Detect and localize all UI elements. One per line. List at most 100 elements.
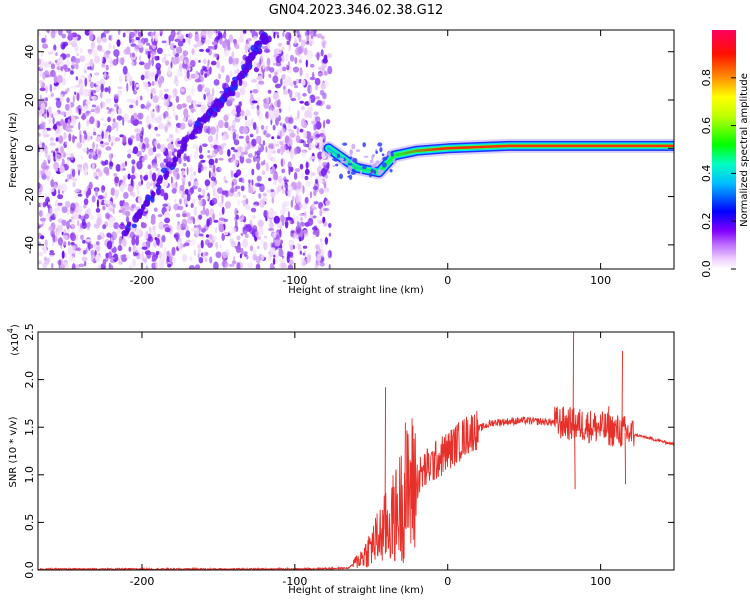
noise-speckle <box>182 117 187 122</box>
noise-speckle <box>158 155 163 163</box>
noise-speckle <box>100 83 104 93</box>
noise-speckle <box>310 171 314 178</box>
noise-speckle <box>131 203 137 209</box>
noise-speckle <box>268 177 272 182</box>
noise-speckle <box>132 120 139 126</box>
noise-speckle <box>203 125 209 133</box>
noise-speckle <box>54 153 62 162</box>
noise-speckle <box>242 227 248 235</box>
noise-speckle <box>122 65 128 75</box>
noise-speckle <box>262 192 267 197</box>
noise-speckle <box>277 48 282 55</box>
ridge-speckle <box>351 143 356 150</box>
noise-speckle <box>146 42 151 46</box>
noise-speckle <box>325 200 331 206</box>
noise-speckle <box>87 66 92 70</box>
noise-speckle <box>90 253 94 263</box>
noise-speckle <box>82 239 86 244</box>
noise-speckle <box>198 60 201 63</box>
noise-speckle <box>300 106 306 111</box>
noise-speckle <box>162 180 169 188</box>
noise-speckle <box>211 197 218 205</box>
noise-speckle <box>114 137 121 142</box>
noise-speckle <box>92 141 95 150</box>
noise-speckle <box>138 142 143 149</box>
noise-speckle <box>91 195 96 203</box>
ridge-speckle <box>325 151 327 157</box>
noise-speckle <box>259 199 265 208</box>
noise-speckle <box>322 41 326 49</box>
noise-speckle <box>135 36 140 41</box>
noise-speckle <box>273 144 276 151</box>
noise-speckle <box>298 236 302 242</box>
noise-speckle <box>50 137 54 142</box>
noise-speckle <box>146 100 150 105</box>
noise-speckle <box>206 64 210 71</box>
noise-speckle <box>156 107 160 113</box>
noise-speckle <box>298 138 301 144</box>
noise-speckle <box>68 255 75 262</box>
noise-speckle <box>324 71 328 76</box>
noise-speckle <box>218 212 224 216</box>
noise-speckle <box>206 155 213 159</box>
noise-speckle <box>252 253 258 261</box>
noise-speckle <box>116 228 122 233</box>
noise-speckle <box>149 170 152 179</box>
noise-speckle <box>251 138 257 147</box>
noise-speckle <box>260 161 265 166</box>
noise-speckle <box>60 111 67 116</box>
snr-ytick-label: 0.0 <box>23 561 36 579</box>
noise-speckle <box>313 189 317 197</box>
noise-speckle <box>61 33 66 39</box>
noise-speckle <box>127 119 132 123</box>
noise-speckle <box>156 77 160 87</box>
streak-blob <box>255 40 262 46</box>
noise-speckle <box>78 108 82 116</box>
colorbar-tick-label: 0.6 <box>700 117 713 135</box>
noise-speckle <box>163 247 167 254</box>
ridge-speckle <box>349 149 353 156</box>
noise-speckle <box>38 31 41 37</box>
noise-speckle <box>260 124 265 130</box>
noise-speckle <box>159 32 163 37</box>
noise-speckle <box>265 146 268 153</box>
noise-speckle <box>184 242 190 247</box>
noise-speckle <box>310 85 313 93</box>
noise-speckle <box>151 31 153 40</box>
noise-speckle <box>295 225 302 233</box>
noise-speckle <box>193 249 196 256</box>
noise-speckle <box>190 203 194 208</box>
noise-speckle <box>222 251 229 259</box>
streak-blob <box>173 157 179 163</box>
noise-speckle <box>312 185 318 191</box>
noise-speckle <box>43 61 50 68</box>
noise-speckle <box>192 57 198 62</box>
noise-speckle <box>203 35 207 38</box>
noise-speckle <box>310 156 317 160</box>
noise-speckle <box>210 176 216 182</box>
streak-blob <box>131 223 137 228</box>
noise-speckle <box>288 117 294 124</box>
noise-speckle <box>100 140 104 145</box>
noise-speckle <box>49 188 55 193</box>
noise-speckle <box>71 245 75 250</box>
noise-speckle <box>298 33 302 43</box>
noise-speckle <box>315 138 318 146</box>
noise-speckle <box>193 227 200 235</box>
noise-speckle <box>215 227 218 234</box>
noise-speckle <box>274 239 281 247</box>
noise-speckle <box>42 71 46 80</box>
noise-speckle <box>197 101 203 105</box>
noise-speckle <box>314 77 321 86</box>
noise-speckle <box>192 217 196 225</box>
noise-speckle <box>204 87 211 94</box>
noise-speckle <box>106 232 112 238</box>
noise-speckle <box>300 79 306 86</box>
noise-speckle <box>62 77 66 86</box>
noise-speckle <box>197 84 203 92</box>
noise-speckle <box>66 97 70 103</box>
noise-speckle <box>136 228 142 235</box>
ridge-speckle <box>350 171 356 175</box>
spectrogram-frame <box>37 29 675 270</box>
